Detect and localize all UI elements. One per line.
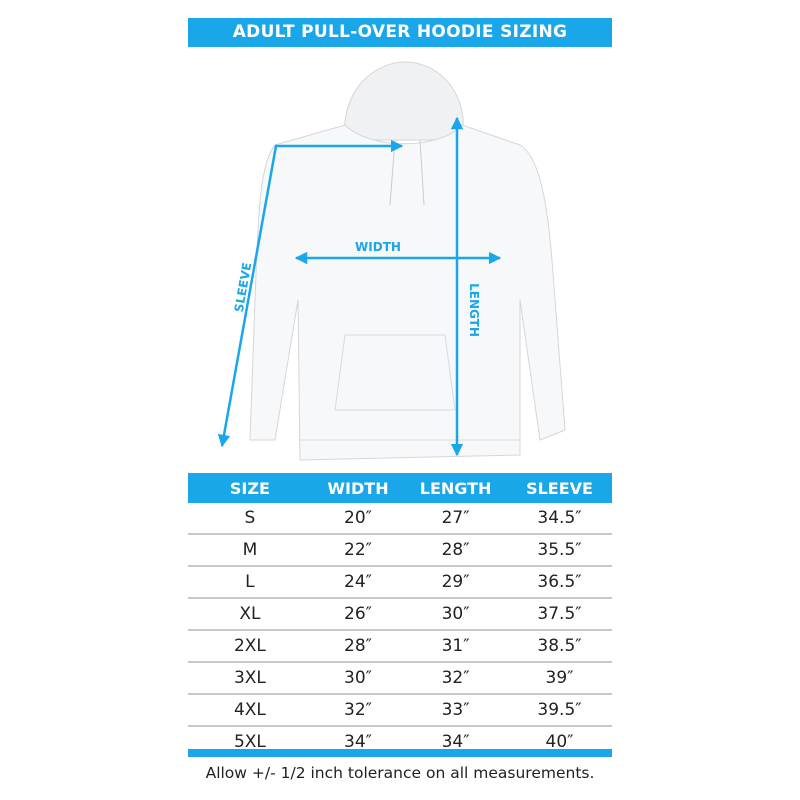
width-cell: 30″ xyxy=(311,662,405,695)
table-row: 2XL 28″ 31″ 38.5″ xyxy=(188,630,612,663)
table-row: 4XL 32″ 33″ 39.5″ xyxy=(188,694,612,727)
width-cell: 26″ xyxy=(311,598,405,631)
width-cell: 20″ xyxy=(311,503,405,535)
size-cell: 5XL xyxy=(233,732,266,752)
length-cell: 30″ xyxy=(404,598,508,631)
length-label: LENGTH xyxy=(467,283,481,337)
measurement-arrows: WIDTH LENGTH SLEEVE xyxy=(217,116,502,457)
table-row: 3XL 30″ 32″ 39″ xyxy=(188,662,612,695)
header-length: LENGTH xyxy=(404,473,508,503)
size-cell: S xyxy=(188,503,312,535)
width-cell: 32″ xyxy=(311,694,405,727)
size-cell: 4XL xyxy=(188,694,312,727)
length-cell: 32″ xyxy=(404,662,508,695)
hoodie-diagram: WIDTH LENGTH SLEEVE xyxy=(217,61,566,461)
width-cell: 34″ xyxy=(344,732,372,752)
width-label: WIDTH xyxy=(355,240,401,254)
length-cell: 31″ xyxy=(404,630,508,663)
sleeve-cell: 39″ xyxy=(507,662,612,695)
sleeve-cell: 35.5″ xyxy=(507,534,612,567)
hoodie-illustration xyxy=(249,61,566,461)
width-cell: 28″ xyxy=(311,630,405,663)
length-cell: 33″ xyxy=(404,694,508,727)
length-cell: 27″ xyxy=(404,503,508,535)
sleeve-cell: 34.5″ xyxy=(507,503,612,535)
length-cell: 28″ xyxy=(404,534,508,567)
sleeve-cell: 39.5″ xyxy=(507,694,612,727)
table-row: 5XL 34″ 34″ 40″ xyxy=(188,726,612,757)
length-cell: 34″ xyxy=(441,732,470,752)
size-table: SIZE WIDTH LENGTH SLEEVE S 20″ 27″ 34.5″ M 22… xyxy=(188,473,612,757)
size-cell: M xyxy=(188,534,312,567)
header-size: SIZE xyxy=(188,473,312,503)
sleeve-cell: 40″ xyxy=(545,732,574,752)
sleeve-arrow xyxy=(217,139,404,448)
chart-title: ADULT PULL-OVER HOODIE SIZING xyxy=(188,18,612,47)
bottom-bar xyxy=(188,749,612,757)
table-row: L 24″ 29″ 36.5″ xyxy=(188,566,612,599)
table-row: S 20″ 27″ 34.5″ xyxy=(188,503,612,535)
size-cell: 3XL xyxy=(188,662,312,695)
table-header-row: SIZE WIDTH LENGTH SLEEVE xyxy=(188,473,612,503)
sleeve-cell: 38.5″ xyxy=(507,630,612,663)
width-cell: 22″ xyxy=(311,534,405,567)
size-cell: L xyxy=(188,566,312,599)
size-cell: XL xyxy=(188,598,312,631)
header-sleeve: SLEEVE xyxy=(507,473,612,503)
sleeve-cell: 37.5″ xyxy=(507,598,612,631)
header-width: WIDTH xyxy=(311,473,405,503)
size-cell: 2XL xyxy=(188,630,312,663)
table-row: M 22″ 28″ 35.5″ xyxy=(188,534,612,567)
length-cell: 29″ xyxy=(404,566,508,599)
width-cell: 24″ xyxy=(311,566,405,599)
table-row: XL 26″ 30″ 37.5″ xyxy=(188,598,612,631)
sleeve-cell: 36.5″ xyxy=(507,566,612,599)
tolerance-note: Allow +/- 1/2 inch tolerance on all meas… xyxy=(205,764,595,782)
